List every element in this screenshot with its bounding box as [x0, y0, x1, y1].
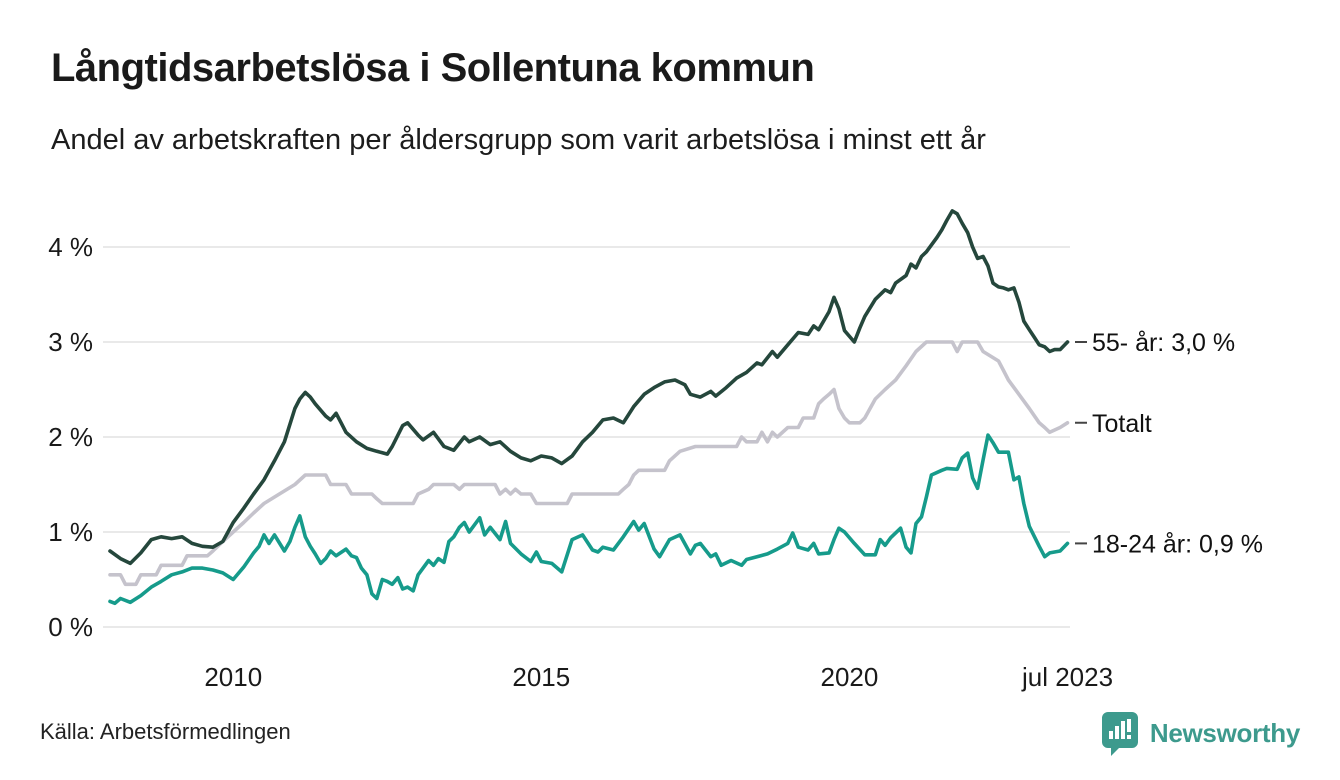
series-end-label: Totalt	[1092, 410, 1152, 438]
y-axis-tick-label: 3 %	[48, 327, 93, 357]
series-end-label: 18-24 år: 0,9 %	[1092, 530, 1263, 558]
y-axis-tick-label: 4 %	[48, 232, 93, 262]
page-title: Långtidsarbetslösa i Sollentuna kommun	[51, 46, 815, 90]
x-axis-tick-label: 2010	[204, 662, 262, 692]
x-axis-tick-label: 2015	[512, 662, 570, 692]
x-axis-tick-label: 2020	[820, 662, 878, 692]
x-axis-tick-label: jul 2023	[1021, 662, 1113, 692]
series-line-18-24 år	[108, 433, 1070, 606]
y-axis-tick-label: 2 %	[48, 422, 93, 452]
brand-logo: Newsworthy	[1100, 710, 1300, 756]
newsworthy-badge-icon	[1100, 710, 1140, 756]
y-axis-tick-label: 1 %	[48, 517, 93, 547]
series-line-Totalt	[108, 340, 1070, 587]
source-note: Källa: Arbetsförmedlingen	[40, 719, 291, 744]
series-line-55- år	[108, 209, 1070, 566]
y-axis-tick-label: 0 %	[48, 612, 93, 642]
brand-name: Newsworthy	[1149, 717, 1300, 748]
page-subtitle: Andel av arbetskraften per åldersgrupp s…	[51, 124, 986, 156]
series-end-label: 55- år: 3,0 %	[1092, 329, 1235, 357]
